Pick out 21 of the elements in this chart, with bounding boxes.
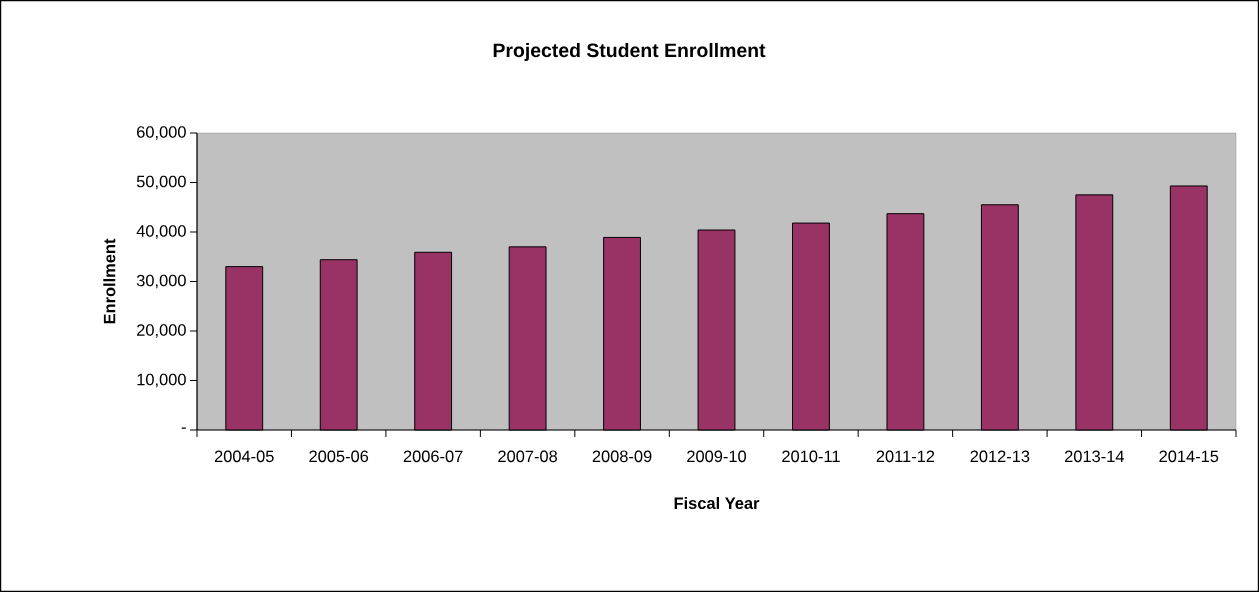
- x-axis-title: Fiscal Year: [674, 496, 760, 510]
- y-tick-label: 50,000: [136, 175, 186, 190]
- y-tick-label: 20,000: [137, 324, 186, 338]
- y-tick-label: -: [181, 427, 186, 429]
- x-tick-label: 2005-06: [309, 450, 369, 463]
- x-tick-label: 2008-09: [592, 450, 652, 463]
- y-tick-label: 60,000: [137, 126, 186, 140]
- x-tick-label: 2007-08: [498, 450, 558, 463]
- y-tick-label: 10,000: [137, 373, 186, 388]
- y-axis-title: Enrollment: [103, 238, 116, 324]
- y-tick-label: 40,000: [136, 225, 186, 239]
- x-tick-label: 2010-11: [782, 450, 840, 463]
- chart-title: Projected Student Enrollment: [493, 42, 766, 62]
- x-tick-label: 2009-10: [687, 450, 747, 463]
- x-tick-label: 2014-15: [1159, 450, 1219, 463]
- y-tick-label: 30,000: [136, 274, 186, 289]
- x-tick-label: 2012-13: [970, 450, 1030, 463]
- x-tick-label: 2013-14: [1064, 450, 1124, 463]
- x-tick-label: 2011-12: [876, 450, 935, 463]
- x-tick-label: 2006-07: [403, 450, 463, 463]
- x-tick-label: 2004-05: [214, 450, 274, 463]
